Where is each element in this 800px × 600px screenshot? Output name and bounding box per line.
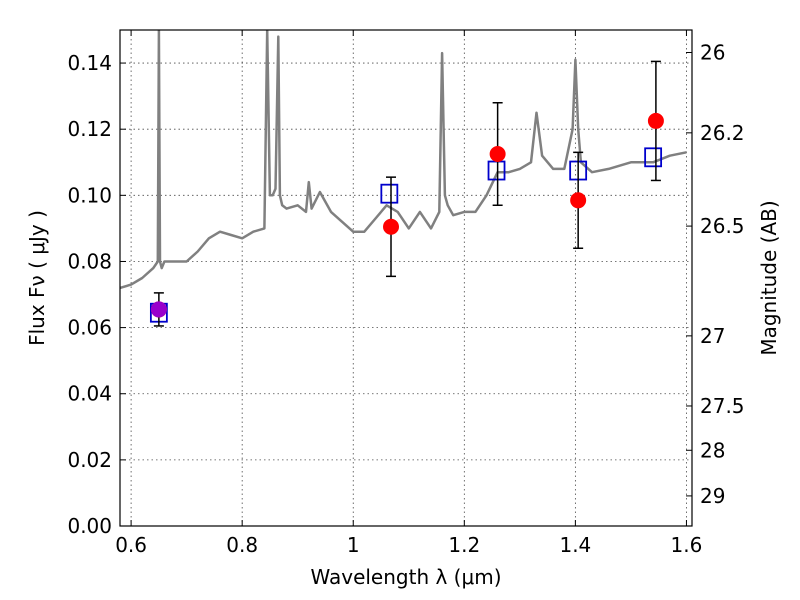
y-tick-label: 0.10 <box>67 183 112 207</box>
x-tick-label: 1 <box>347 533 360 557</box>
y-tick-label: 0.00 <box>67 514 112 538</box>
right-tick-label: 27.5 <box>700 394 745 418</box>
right-tick-label: 26 <box>700 40 725 64</box>
spectrum-line <box>120 30 687 290</box>
y-tick-label: 0.14 <box>67 51 112 75</box>
x-tick-label: 0.8 <box>226 533 258 557</box>
observed-point <box>570 192 587 209</box>
x-tick-label: 1.4 <box>559 533 591 557</box>
x-tick-label: 0.6 <box>115 533 147 557</box>
photometry-points <box>149 60 664 327</box>
observed-point <box>647 112 664 129</box>
grid <box>120 30 692 527</box>
axis-ticks: 0.6 0.8 1 1.2 1.4 1.6 0.00 0.02 0.04 0.06 0.08 0.10… <box>67 30 745 557</box>
right-tick-label: 26.2 <box>700 121 745 145</box>
right-tick-label: 26.5 <box>700 214 745 238</box>
right-tick-label: 29 <box>700 484 725 508</box>
right-tick-label: 27 <box>700 324 725 348</box>
observed-point <box>489 146 506 162</box>
y-tick-label: 0.08 <box>67 249 112 273</box>
x-axis-label: Wavelength λ (μm) <box>310 565 501 589</box>
x-tick-label: 1.2 <box>448 533 480 557</box>
y-tick-label: 0.12 <box>67 117 112 141</box>
observed-point <box>383 218 400 235</box>
model-photometry-square <box>380 183 399 204</box>
y-tick-label: 0.06 <box>67 316 112 340</box>
y-axis-label: Flux Fν ( μJy ) <box>25 210 49 346</box>
model-photometry-square <box>644 147 663 168</box>
right-tick-label: 28 <box>700 438 725 462</box>
model-spectrum <box>120 30 687 290</box>
highlighted-point <box>150 301 167 318</box>
plot-frame <box>119 29 693 527</box>
right-axis-label: Magnitude (AB) <box>757 200 781 355</box>
y-tick-label: 0.02 <box>67 448 112 472</box>
y-tick-label: 0.04 <box>67 382 112 406</box>
x-tick-label: 1.6 <box>671 533 703 557</box>
